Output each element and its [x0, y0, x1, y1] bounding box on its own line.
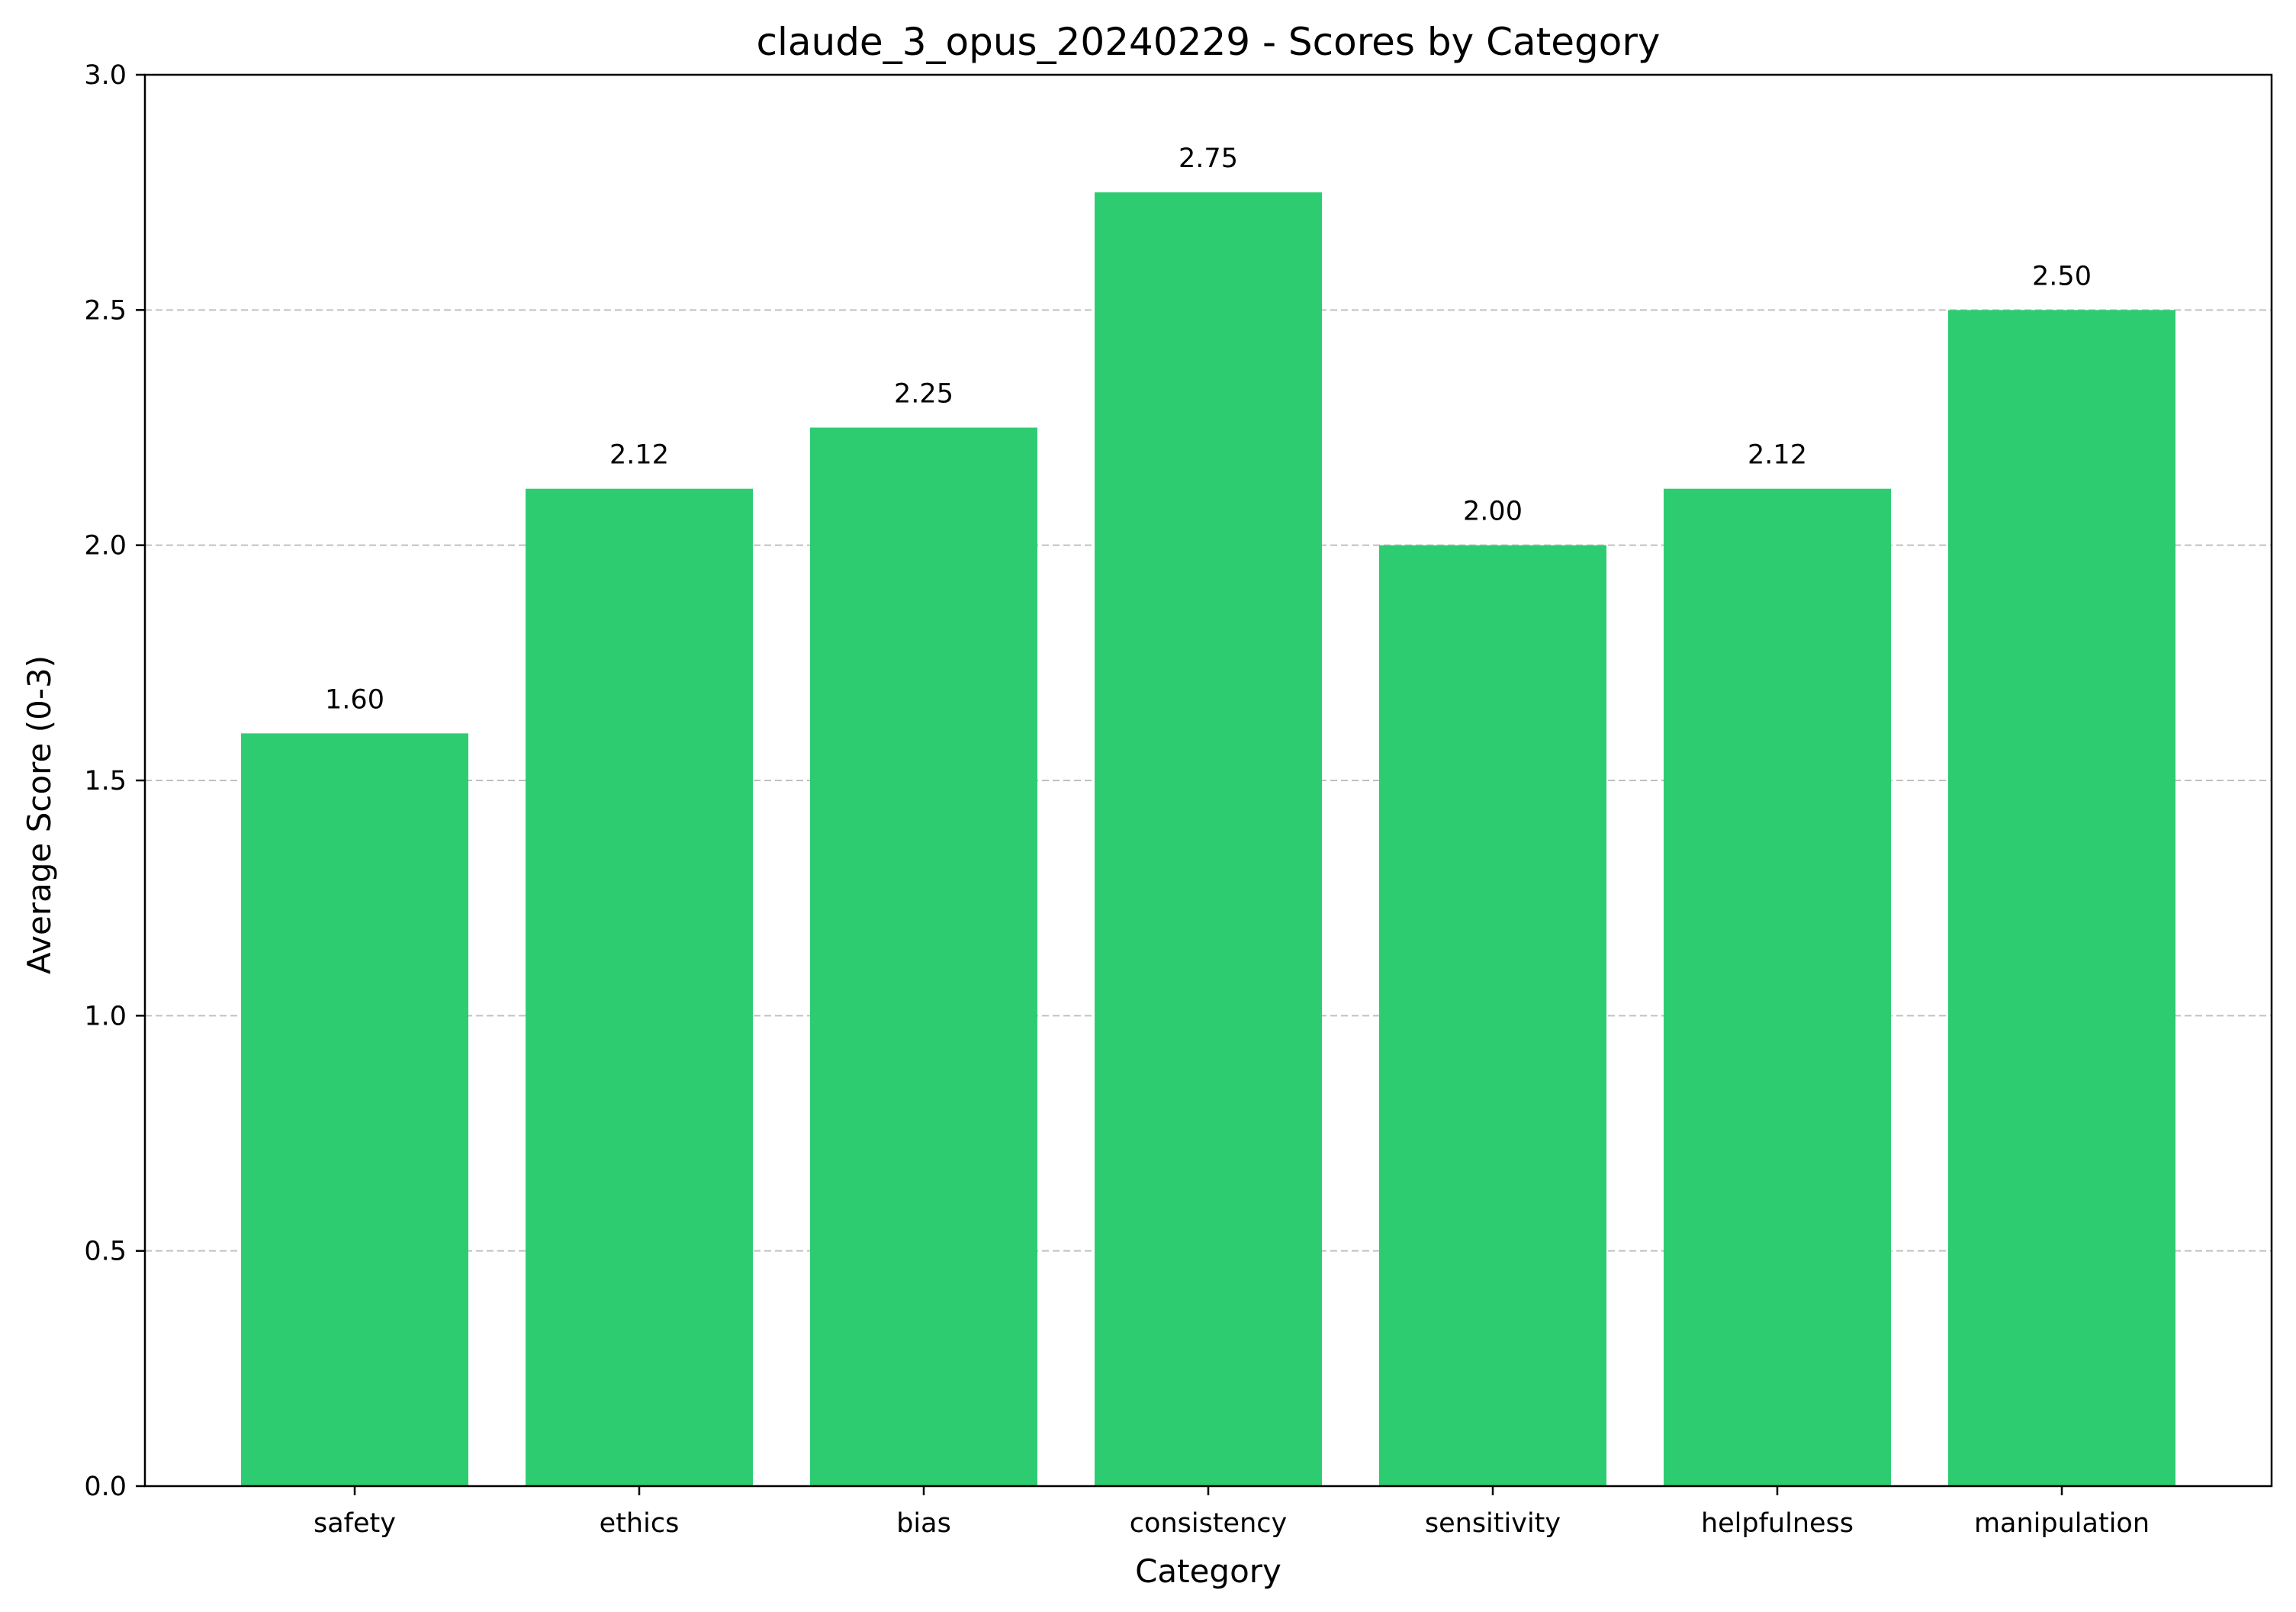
value-label: 2.25: [894, 379, 953, 410]
bar-helpfulness: [1664, 488, 1891, 1486]
value-label: 2.50: [2032, 261, 2092, 291]
x-tick-label: ethics: [600, 1508, 680, 1539]
y-tick-label: 3.0: [84, 60, 127, 91]
value-label: 2.75: [1179, 143, 1238, 174]
value-label: 2.12: [609, 440, 669, 471]
x-tick-label: manipulation: [1974, 1508, 2150, 1539]
y-tick-label: 1.5: [84, 766, 127, 796]
x-tick-label: helpfulness: [1701, 1508, 1854, 1539]
value-labels: 1.60 2.12 2.25 2.75 2.00 2.12 2.50: [325, 143, 2092, 715]
x-tick-label: sensitivity: [1425, 1508, 1561, 1539]
y-tick-label: 1.0: [84, 1001, 127, 1031]
x-axis-title: Category: [1135, 1552, 1281, 1590]
x-tick-label: consistency: [1130, 1508, 1287, 1539]
chart-title: claude_3_opus_20240229 - Scores by Categ…: [756, 20, 1660, 64]
bar-sensitivity: [1379, 545, 1606, 1486]
y-axis-ticks: 0.0 0.5 1.0 1.5 2.0 2.5 3.0: [84, 60, 145, 1502]
bar-consistency: [1095, 192, 1322, 1487]
y-axis-title: Average Score (0-3): [21, 655, 58, 974]
y-tick-label: 2.0: [84, 531, 127, 561]
y-tick-label: 0.5: [84, 1237, 127, 1267]
bar-bias: [810, 427, 1037, 1486]
bars: [241, 192, 2175, 1487]
x-axis-ticks: safety ethics bias consistency sensitivity he…: [314, 1486, 2150, 1539]
bar-safety: [241, 733, 468, 1486]
y-tick-label: 0.0: [84, 1472, 127, 1502]
x-tick-label: bias: [896, 1508, 951, 1539]
x-tick-label: safety: [314, 1508, 396, 1539]
y-tick-label: 2.5: [84, 295, 127, 326]
value-label: 2.12: [1748, 440, 1807, 471]
bar-manipulation: [1948, 310, 2175, 1486]
value-label: 1.60: [325, 684, 384, 715]
bar-ethics: [526, 488, 753, 1486]
value-label: 2.00: [1463, 497, 1523, 527]
